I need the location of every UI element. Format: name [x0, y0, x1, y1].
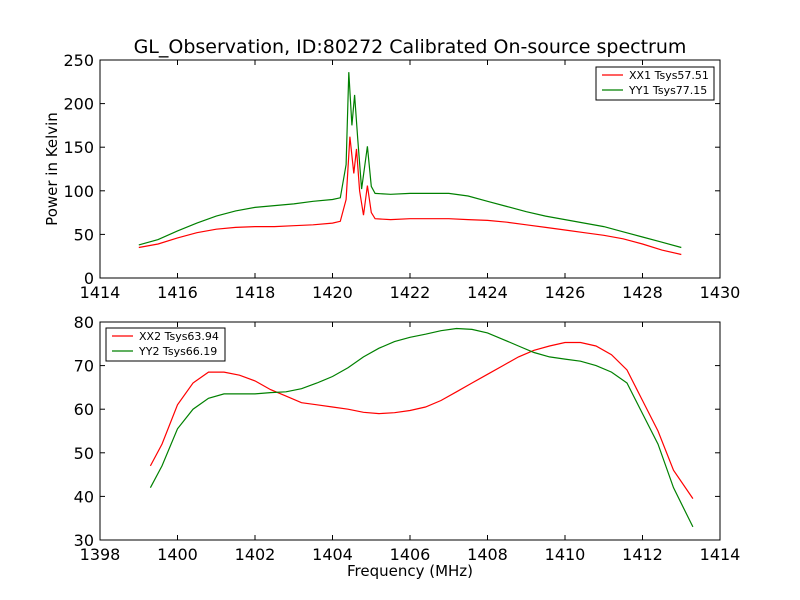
x-tick-label: 1416 [157, 283, 198, 302]
x-tick-label: 1430 [700, 283, 741, 302]
x-tick-label: 1420 [312, 283, 353, 302]
legend-box [595, 66, 715, 101]
y-tick-label: 0 [84, 269, 94, 288]
y-tick-label: 40 [74, 487, 94, 506]
chart-title: GL_Observation, ID:80272 Calibrated On-s… [134, 36, 687, 58]
y-tick-label: 100 [63, 182, 94, 201]
x-tick-label: 1414 [700, 545, 741, 564]
legend-box [105, 327, 226, 362]
x-tick-label: 1424 [467, 283, 508, 302]
legend-entry: XX2 Tsys63.94 [139, 330, 219, 343]
top-spectrum-panel: 1414 1416 1418 1420 1422 1424 1426 1428 1430 0 50 1… [43, 51, 740, 302]
x-tick-label: 1400 [157, 545, 198, 564]
y-axis-label: Power in Kelvin [43, 112, 61, 226]
legend-entry: XX1 Tsys57.51 [629, 69, 709, 82]
series-line-yy1 [138, 72, 682, 249]
x-tick-label: 1414 [80, 283, 121, 302]
legend-entry: YY1 Tsys77.15 [628, 84, 707, 97]
legend-entry: YY2 Tsys66.19 [138, 345, 217, 358]
y-tick-label: 50 [74, 225, 94, 244]
y-tick-label: 150 [63, 138, 94, 157]
legend: XX2 Tsys63.94 YY2 Tsys66.19 [105, 327, 226, 362]
series-line-xx2 [149, 341, 694, 499]
x-tick-label: 1418 [235, 283, 276, 302]
x-tick-label: 1426 [545, 283, 586, 302]
series-line-xx1 [138, 136, 682, 256]
x-tick-label: 1428 [622, 283, 663, 302]
x-tick-label: 1408 [467, 545, 508, 564]
legend: XX1 Tsys57.51 YY1 Tsys77.15 [595, 66, 715, 101]
series-line-yy2 [149, 327, 694, 528]
x-tick-label: 1412 [622, 545, 663, 564]
y-tick-label: 70 [74, 357, 94, 376]
y-tick-label: 200 [63, 95, 94, 114]
x-tick-label: 1402 [235, 545, 276, 564]
x-tick-label: 1410 [545, 545, 586, 564]
bottom-spectrum-panel: 1398 1400 1402 1404 1406 1408 1410 1412 1414 30 40… [74, 313, 741, 580]
x-tick-label: 1398 [80, 545, 121, 564]
x-tick-label: 1422 [390, 283, 431, 302]
y-tick-label: 80 [74, 313, 94, 332]
y-tick-label: 30 [74, 531, 94, 550]
y-tick-label: 250 [63, 51, 94, 70]
x-axis-label: Frequency (MHz) [347, 562, 473, 580]
y-tick-label: 60 [74, 400, 94, 419]
x-tick-label: 1406 [390, 545, 431, 564]
x-tick-label: 1404 [312, 545, 353, 564]
y-tick-label: 50 [74, 444, 94, 463]
